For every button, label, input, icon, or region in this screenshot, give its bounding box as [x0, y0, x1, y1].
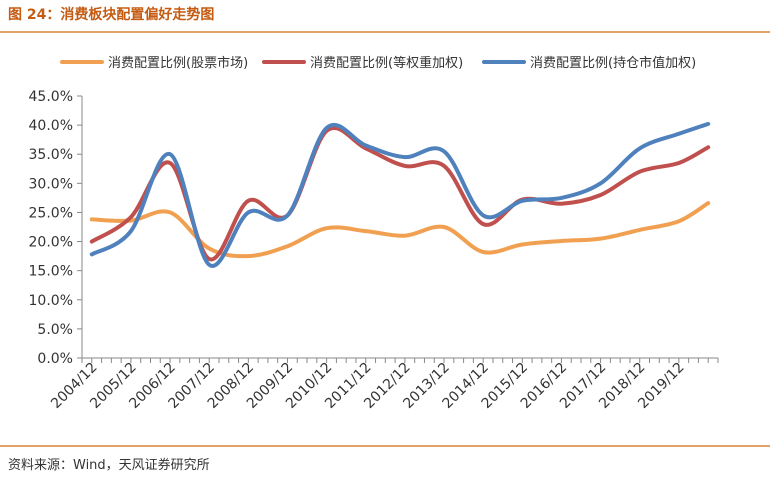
line-chart: 消费配置比例(股票市场) 消费配置比例(等权重加权) 消费配置比例(持仓市值加权) …	[29, 55, 719, 412]
legend-label-2: 消费配置比例(等权重加权)	[310, 55, 463, 71]
x-axis: 2004/122005/122006/122007/122008/122009/…	[48, 357, 719, 412]
source-note: 资料来源：Wind，天风证券研究所	[8, 458, 210, 473]
y-tick-label: 20.0%	[29, 235, 73, 251]
top-rule	[0, 31, 770, 33]
y-tick-label: 15.0%	[29, 264, 73, 280]
y-tick-label: 35.0%	[29, 147, 73, 163]
y-tick-label: 25.0%	[29, 205, 73, 221]
y-tick-label: 10.0%	[29, 293, 73, 309]
y-tick-label: 5.0%	[37, 322, 73, 338]
bottom-rule	[0, 445, 770, 447]
y-tick-label: 45.0%	[29, 89, 73, 105]
y-tick-label: 30.0%	[29, 176, 73, 192]
series-line-3	[89, 121, 711, 268]
figure-title: 图 24：消费板块配置偏好走势图	[8, 7, 215, 23]
chart-legend: 消费配置比例(股票市场) 消费配置比例(等权重加权) 消费配置比例(持仓市值加权)	[60, 55, 696, 71]
y-tick-label: 0.0%	[37, 351, 73, 367]
y-axis: 0.0% 5.0% 10.0% 15.0% 20.0% 25.0% 30.0% 35.0% 40…	[29, 89, 83, 367]
series-line-1	[89, 201, 711, 259]
legend-label-3: 消费配置比例(持仓市值加权)	[530, 55, 696, 71]
chart-series	[89, 121, 711, 268]
legend-label-1: 消费配置比例(股票市场)	[108, 55, 248, 71]
y-tick-label: 40.0%	[29, 118, 73, 134]
